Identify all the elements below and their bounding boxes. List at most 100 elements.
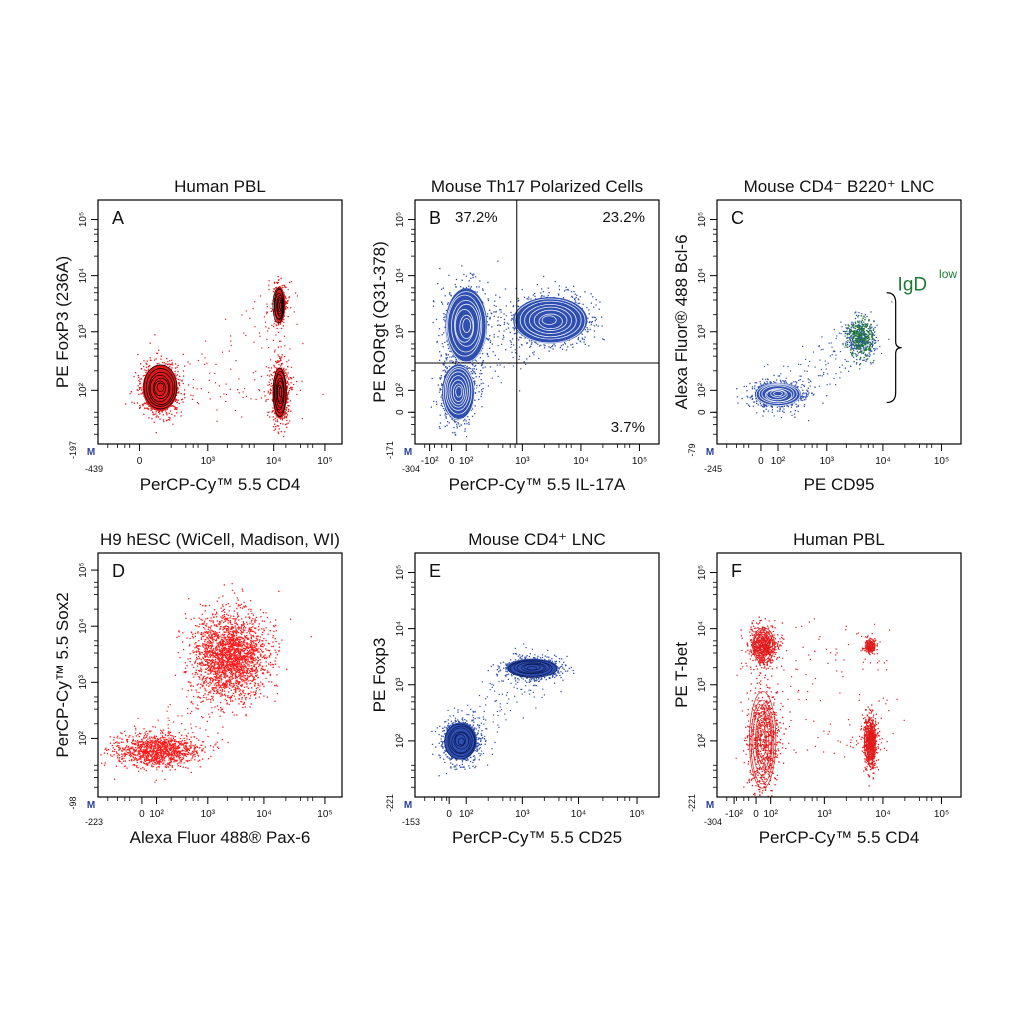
scale-marker-label: M <box>87 447 95 458</box>
axis-ticks <box>408 572 638 804</box>
event-dots <box>736 301 893 422</box>
y-tick-label: 10⁴ <box>395 268 406 283</box>
x-min-label: -245 <box>704 464 722 474</box>
y-tick-label: 10² <box>697 382 708 397</box>
scale-marker-label: M <box>87 800 95 811</box>
panel-title: Human PBL <box>793 530 885 549</box>
scale-marker-label: M <box>404 447 412 458</box>
x-tick-label: 10³ <box>817 809 832 820</box>
contour-lines <box>444 658 558 760</box>
plot-frame <box>414 552 660 798</box>
x-tick-label: 10⁵ <box>934 456 949 467</box>
y-tick-label: 10⁴ <box>78 268 89 283</box>
x-tick-label: 0 <box>758 456 764 467</box>
scale-marker-icon[interactable] <box>403 799 413 809</box>
x-tick-label: 10⁵ <box>317 809 332 820</box>
axis-ticks <box>91 219 326 451</box>
panel-e: Mouse CD4⁺ LNC E PerCP-Cy™ 5.5 CD25 PE Foxp… <box>370 530 660 847</box>
x-tick-label: 10³ <box>515 456 530 467</box>
plot-frame <box>716 199 962 445</box>
y-tick-label: 10⁵ <box>697 565 708 580</box>
scale-marker-label: M <box>706 800 714 811</box>
panel-letter: C <box>731 208 744 228</box>
x-tick-label: 10³ <box>820 456 835 467</box>
x-min-label: -304 <box>704 817 722 827</box>
y-tick-label: 10⁴ <box>697 268 708 283</box>
x-tick-label: 0 <box>137 456 143 467</box>
panel-title: Human PBL <box>174 177 266 196</box>
y-tick-label: 10³ <box>395 324 406 339</box>
scale-marker-icon[interactable] <box>705 446 715 456</box>
x-tick-label: 0 <box>449 456 455 467</box>
gate-label: IgD <box>898 274 928 295</box>
event-dots <box>125 276 324 438</box>
y-axis-label: PE FoxP3 (236A) <box>53 256 72 388</box>
scale-marker-label: M <box>706 447 714 458</box>
x-tick-label: 0 <box>753 809 759 820</box>
plot-frame <box>97 552 343 798</box>
panel-a: Human PBL A PerCP-Cy™ 5.5 CD4 PE FoxP3 (236… <box>53 177 343 494</box>
y-tick-label: 10² <box>697 733 708 748</box>
y-tick-label: 10² <box>395 733 406 748</box>
y-tick-label: 10² <box>78 731 89 746</box>
contour-lines <box>754 382 802 407</box>
panel-letter: F <box>731 561 742 581</box>
plot-frame <box>97 199 343 445</box>
y-tick-label: 10⁴ <box>78 618 89 633</box>
y-min-label: -221 <box>385 794 395 812</box>
gate-label-superscript: low <box>939 267 957 281</box>
contour-lines <box>142 286 287 419</box>
scale-marker-icon[interactable] <box>705 799 715 809</box>
x-tick-label: 10⁴ <box>573 456 588 467</box>
quadrant-percentage: 23.2% <box>602 209 645 226</box>
y-min-label: -171 <box>385 441 395 459</box>
x-tick-label: 10⁵ <box>632 456 647 467</box>
x-axis-label: Alexa Fluor 488® Pax-6 <box>130 828 311 847</box>
x-axis-label: PE CD95 <box>804 475 875 494</box>
panel-f: Human PBL F PerCP-Cy™ 5.5 CD4 PE T-bet -10² 0… <box>672 530 962 847</box>
x-axis-label: PerCP-Cy™ 5.5 IL-17A <box>449 475 626 494</box>
x-tick-label: -10² <box>421 456 439 467</box>
x-tick-label: 10⁴ <box>875 809 890 820</box>
y-min-label: -221 <box>687 794 697 812</box>
y-axis-label: PE RORgt (Q31-378) <box>370 241 389 403</box>
x-min-label: -223 <box>85 817 103 827</box>
y-axis-label: PE T-bet <box>672 642 691 708</box>
y-min-label: -98 <box>68 796 78 809</box>
x-axis-label: PerCP-Cy™ 5.5 CD4 <box>140 475 301 494</box>
scale-marker-icon[interactable] <box>86 446 96 456</box>
y-axis-label: PE Foxp3 <box>370 638 389 713</box>
axis-ticks <box>408 219 640 451</box>
panel-title: Mouse CD4⁺ LNC <box>468 530 605 549</box>
x-tick-label: -10² <box>725 809 743 820</box>
panel-letter: E <box>429 561 441 581</box>
y-tick-label: 10² <box>78 382 89 397</box>
scale-marker-icon[interactable] <box>403 446 413 456</box>
event-dots <box>100 583 312 783</box>
y-min-label: -79 <box>687 443 697 456</box>
y-tick-label: 10³ <box>78 674 89 689</box>
scale-marker-icon[interactable] <box>86 799 96 809</box>
x-tick-label: 10² <box>771 456 786 467</box>
x-tick-label: 10³ <box>515 809 530 820</box>
y-axis-label: Alexa Fluor® 488 Bcl-6 <box>672 234 691 409</box>
y-tick-label: 10⁵ <box>697 212 708 227</box>
quadrant-percentage: 3.7% <box>611 419 645 436</box>
x-tick-label: 10⁴ <box>875 456 890 467</box>
panel-title: Mouse CD4⁻ B220⁺ LNC <box>744 177 935 196</box>
y-tick-label: 10⁵ <box>78 562 89 577</box>
panel-title: Mouse Th17 Polarized Cells <box>431 177 643 196</box>
x-min-label: -153 <box>402 817 420 827</box>
axis-ticks <box>91 569 326 804</box>
y-tick-label: 10³ <box>697 324 708 339</box>
panel-title: H9 hESC (WiCell, Madison, WI) <box>100 530 340 549</box>
plot-frame <box>716 552 962 798</box>
x-tick-label: 10² <box>149 809 164 820</box>
contour-lines <box>749 627 876 789</box>
x-tick-label: 10⁴ <box>266 456 281 467</box>
x-tick-label: 10⁴ <box>571 809 586 820</box>
panel-letter: A <box>112 208 124 228</box>
y-min-label: -197 <box>68 441 78 459</box>
x-tick-label: 10² <box>763 809 778 820</box>
